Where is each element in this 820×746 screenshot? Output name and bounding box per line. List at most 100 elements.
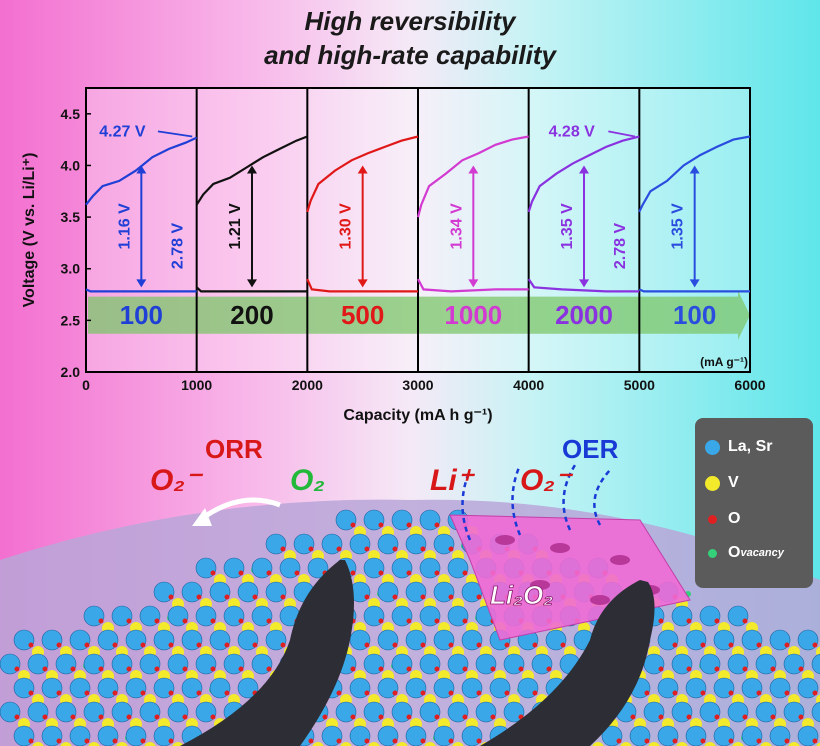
o-atom	[322, 714, 328, 720]
o-atom	[658, 666, 664, 672]
gap-arrowhead-bottom-3	[468, 279, 479, 288]
o-atom	[210, 666, 216, 672]
o-atom	[434, 714, 440, 720]
o-atom	[616, 738, 622, 744]
gap-arrowhead-bottom-0	[136, 279, 147, 288]
discharge-curve-1	[195, 286, 308, 293]
v-atom	[760, 742, 772, 746]
x-tick-label: 6000	[734, 377, 765, 393]
o-atom	[476, 690, 482, 696]
o-atom	[112, 642, 118, 648]
legend-label: V	[728, 474, 739, 491]
o-atom	[406, 570, 412, 576]
li2o2-label: Li₂O₂	[490, 580, 553, 610]
o-atom	[350, 522, 356, 528]
o-atom	[364, 738, 370, 744]
o-atom	[672, 642, 678, 648]
legend-item-o: O	[705, 510, 740, 528]
rate-label-1: 200	[230, 300, 273, 330]
v-atom	[172, 742, 184, 746]
la-sr-atom	[811, 701, 820, 723]
legend-label: O	[728, 544, 741, 561]
o-atom	[378, 666, 384, 672]
o-atom	[392, 594, 398, 600]
o-atom	[378, 522, 384, 528]
figure-title-line-2: and high-rate capability	[264, 40, 556, 70]
y-tick-label: 4.5	[61, 106, 81, 122]
o-atom	[196, 642, 202, 648]
o-atom	[350, 714, 356, 720]
o-atom	[812, 642, 818, 648]
o-atom	[434, 570, 440, 576]
charge-curve-4	[527, 135, 640, 213]
gap-arrowhead-bottom-5	[689, 279, 700, 288]
o-atom	[406, 618, 412, 624]
figure-title-line-1: High reversibility	[304, 6, 516, 36]
o-atom	[280, 594, 286, 600]
o-atom	[784, 738, 790, 744]
o-atom	[14, 666, 20, 672]
gap-label-1: 1.21 V	[227, 203, 244, 250]
o-atom	[672, 690, 678, 696]
o-atom	[798, 714, 804, 720]
charge-curve-5	[638, 135, 751, 213]
o-atom	[42, 714, 48, 720]
x-axis-label: Capacity (mA h g⁻¹)	[343, 407, 492, 424]
o-atom	[140, 690, 146, 696]
y-tick-label: 4.0	[61, 157, 81, 173]
charge-curve-1	[195, 135, 308, 206]
o-atom	[238, 618, 244, 624]
o-atom	[420, 690, 426, 696]
o-atom	[280, 546, 286, 552]
o-atom	[434, 618, 440, 624]
o-atom	[392, 546, 398, 552]
la-sr-atom	[811, 653, 820, 675]
o-atom	[420, 546, 426, 552]
gap-label-0: 1.16 V	[116, 203, 133, 250]
o-atom	[756, 642, 762, 648]
gap-label-3: 1.34 V	[448, 203, 465, 250]
v-atom	[32, 742, 44, 746]
o-atom	[644, 738, 650, 744]
discharge-curve-2	[306, 278, 418, 293]
o-atom	[182, 666, 188, 672]
o-atom	[252, 642, 258, 648]
oer-label: OER	[562, 434, 619, 464]
o-atom	[350, 666, 356, 672]
o-atom	[182, 714, 188, 720]
y-tick-label: 3.5	[61, 209, 81, 225]
li2o2-pore	[550, 543, 570, 553]
o-atom	[630, 714, 636, 720]
o-atom-icon	[708, 514, 717, 524]
x-tick-label: 4000	[513, 377, 544, 393]
x-tick-label: 3000	[402, 377, 433, 393]
o-atom	[336, 546, 342, 552]
annotation-arrow-0	[157, 130, 193, 138]
v-atom	[788, 742, 800, 746]
discharge-curve-0	[85, 288, 197, 293]
o-atom	[168, 738, 174, 744]
v-atom	[592, 742, 604, 746]
o-atom	[476, 738, 482, 744]
o-atom	[434, 522, 440, 528]
rate-label-0: 100	[120, 300, 163, 330]
reduction-arrow	[198, 497, 281, 523]
o-atom	[798, 666, 804, 672]
gap-label-5: 1.35 V	[670, 203, 687, 250]
o-atom	[238, 666, 244, 672]
o-atom	[28, 642, 34, 648]
o-atom	[364, 690, 370, 696]
v-atom	[424, 742, 436, 746]
discharge-curve-3	[417, 278, 529, 293]
o-atom	[224, 690, 230, 696]
o-atom	[700, 690, 706, 696]
o-atom	[462, 618, 468, 624]
o-atom	[756, 690, 762, 696]
o-atom	[252, 594, 258, 600]
o-atom	[686, 714, 692, 720]
rate-label-4: 2000	[555, 300, 613, 330]
o2-minus-right-label: O₂⁻	[520, 464, 574, 497]
